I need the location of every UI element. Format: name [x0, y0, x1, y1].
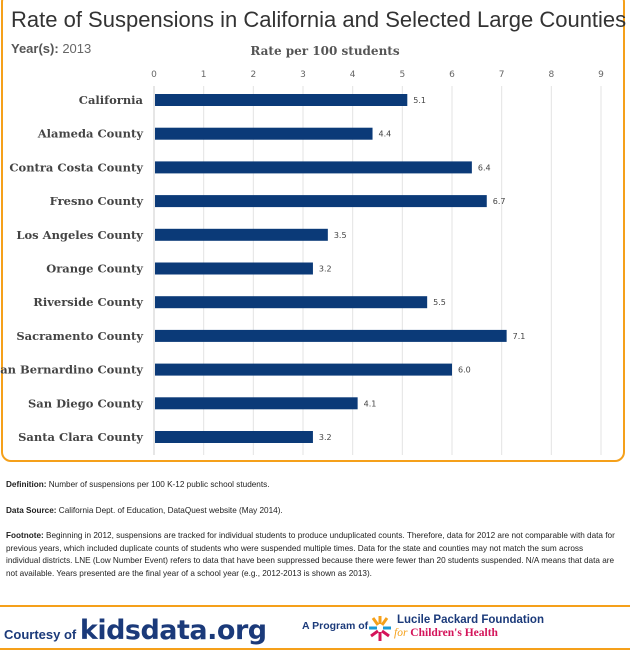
program-text: A Program of — [302, 620, 369, 632]
data-label: 6.0 — [458, 366, 471, 375]
footnote: Footnote: Beginning in 2012, suspensions… — [6, 530, 618, 580]
category-label: California — [79, 93, 144, 107]
category-label: San Bernardino County — [0, 363, 143, 377]
bar — [155, 195, 487, 208]
category-label: Riverside County — [33, 295, 143, 309]
data-label: 3.2 — [319, 265, 332, 274]
foundation-for: for — [394, 627, 408, 639]
x-tick-label: 3 — [300, 70, 306, 80]
divider — [0, 605, 630, 607]
definition: Definition: Number of suspensions per 10… — [6, 478, 618, 491]
x-tick-label: 2 — [250, 70, 256, 80]
category-label: Fresno County — [50, 194, 144, 208]
data-label: 5.1 — [413, 96, 426, 105]
foundation-logo-icon — [369, 616, 391, 641]
bar — [155, 363, 452, 376]
divider — [0, 648, 630, 650]
category-label: Contra Costa County — [9, 160, 143, 174]
courtesy-text: Courtesy of — [4, 627, 77, 642]
data-label: 3.5 — [334, 231, 347, 240]
site-name: kidsdata.org — [79, 615, 267, 646]
bar — [155, 296, 428, 309]
x-tick-label: 4 — [350, 70, 356, 80]
source-label: Data Source: — [6, 506, 57, 515]
year-value: 2013 — [62, 41, 92, 56]
category-label: Alameda County — [37, 127, 144, 141]
year-label-key: Year(s): — [11, 41, 59, 56]
data-label: 6.4 — [478, 163, 491, 172]
chart-title: Rate of Suspensions in California and Se… — [11, 7, 627, 32]
category-label: San Diego County — [28, 396, 143, 410]
x-tick-label: 0 — [151, 70, 157, 80]
data-label: 7.1 — [513, 332, 526, 341]
x-tick-label: 5 — [399, 70, 405, 80]
year-label: Year(s): 2013 — [11, 41, 91, 56]
footnote-text: Beginning in 2012, suspensions are track… — [6, 531, 615, 578]
source-text: California Dept. of Education, DataQuest… — [58, 506, 283, 515]
bar — [155, 127, 373, 140]
foundation-line2: Children's Health — [410, 627, 498, 639]
chart-frame — [1, 0, 625, 462]
category-label: Sacramento County — [16, 329, 143, 343]
x-tick-label: 8 — [548, 70, 554, 80]
bar — [155, 262, 313, 275]
x-tick-label: 6 — [449, 70, 455, 80]
bar — [155, 329, 507, 342]
category-label: Los Angeles County — [16, 228, 143, 242]
bar — [155, 228, 328, 241]
kidsdata-logo[interactable]: Courtesy of kidsdata.org — [4, 615, 267, 646]
x-tick-label: 7 — [499, 70, 505, 80]
definition-label: Definition: — [6, 480, 47, 489]
bar — [155, 161, 472, 174]
bar — [155, 94, 408, 106]
bar-chart: 0 1 2 3 4 5 6 7 8 9 California 5.1 Alameda County 4.4… — [0, 70, 604, 455]
x-axis-label: Rate per 100 students — [250, 44, 400, 58]
bar — [155, 397, 358, 410]
data-label: 4.4 — [379, 130, 392, 139]
data-source: Data Source: California Dept. of Educati… — [6, 504, 618, 517]
bar — [155, 431, 313, 443]
foundation-name: Lucile Packard Foundation — [397, 614, 544, 626]
category-label: Santa Clara County — [18, 430, 143, 444]
definition-text: Number of suspensions per 100 K-12 publi… — [48, 480, 270, 489]
data-label: 5.5 — [433, 298, 446, 307]
x-tick-label: 1 — [201, 70, 207, 80]
data-label: 4.1 — [364, 399, 377, 408]
category-label: Orange County — [46, 262, 143, 276]
footnote-label: Footnote: — [6, 531, 44, 540]
x-tick-label: 9 — [598, 70, 604, 80]
data-label: 3.2 — [319, 433, 332, 442]
data-label: 6.7 — [493, 197, 506, 206]
foundation-subtitle: for Children's Health — [394, 627, 498, 639]
